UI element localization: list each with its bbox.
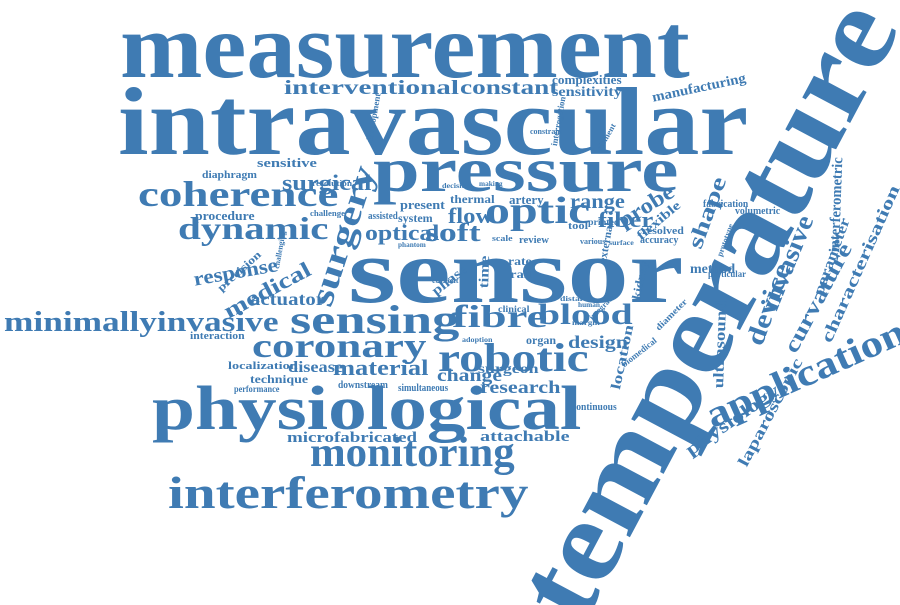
word-blood: blood [538,298,633,331]
word-downstream: downstream [338,379,388,391]
word-diaphragm: diaphragm [202,169,257,181]
word-constant: constant [460,77,559,99]
word-soft: soft [425,218,481,247]
word-coherence: coherence [138,174,339,214]
word-human: human [578,301,601,309]
word-material: material [333,355,429,380]
word-volumetric: volumetric [735,206,781,217]
word-actuator: actuator [250,289,325,309]
word-complexities: complexities [552,72,622,87]
word-adoption: adoption [462,336,493,344]
word-physiological: physiological [152,375,582,443]
word-optic: optic [485,190,591,232]
word-interaction: interaction [190,331,245,342]
word-pressure: pressure [373,134,679,205]
word-rail: rail [510,267,532,281]
word-microfabricated: microfabricated [287,430,418,446]
word-sensitivity: sensitivity [552,85,622,100]
word-scale: scale [492,234,513,243]
word-simultaneous: simultaneous [398,383,449,394]
word-distal: distal [560,295,583,303]
word-range: range [570,191,625,213]
word-robotic: robotic [438,335,589,380]
word-tool: tool [568,221,589,232]
word-flow: flow [448,203,494,228]
word-present: present [400,197,445,212]
word-rate: rate [508,254,532,268]
word-phantom: phantom [398,241,426,249]
word-intravascular: intravascular [118,68,749,175]
word-organ: organ [526,333,556,347]
word-system: system [398,211,433,225]
word-continuous: continuous [572,402,617,413]
word-constrain: constrain [530,127,562,136]
word-particular: particular [708,269,746,279]
word-surgical: surgical [282,170,372,195]
word-surface: surface [609,239,634,247]
word-current: current [432,277,459,285]
word-research: research [480,377,561,397]
word-monitoring: monitoring [310,430,515,476]
word-interventional: interventional [284,77,459,99]
word-method: method [690,262,736,277]
word-performance: performance [234,384,280,394]
word-challenge: challenge [310,209,345,218]
word-sensor: sensor [348,220,684,322]
word-measurement: measurement [120,0,690,97]
word-sensing: sensing [290,297,460,342]
word-surgeon: surgeon [478,362,539,377]
word-fibre: fibre [452,298,548,334]
word-dynamic: dynamic [178,210,329,246]
word-optical: optical [365,220,440,245]
word-procedure: procedure [195,208,255,223]
word-fabrication: fabrication [703,199,749,210]
word-decision: decision [442,182,471,190]
word-localization: localization [228,360,298,372]
word-design: design [568,332,629,352]
word-clinical: clinical [498,304,530,314]
word-resolution: resolution [312,179,353,188]
word-change: change [437,365,502,385]
word-attachable: attachable [480,429,570,445]
word-resolved: resolved [642,225,684,237]
word-disease: disease [288,359,343,376]
word-printed: printed [588,217,620,227]
word-ultrasound: ultrasound [711,299,731,389]
word-thermal: thermal [450,192,495,206]
word-technique: technique [250,372,309,386]
word-accuracy: accuracy [640,235,679,246]
word-time: time [477,255,494,289]
word-fiber: fiber [598,207,654,232]
word-various: various [580,237,606,246]
word-coronary: coronary [252,328,427,365]
word-assisted: assisted [368,211,398,222]
word-sensitive: sensitive [257,155,317,170]
word-artery: artery [509,192,544,207]
word-minimallyinvasive: minimallyinvasive [4,306,279,338]
word-interferometry: interferometry [168,467,529,518]
word-margin: margin [572,319,600,327]
word-review: review [519,234,549,246]
word-making: making [479,180,503,188]
